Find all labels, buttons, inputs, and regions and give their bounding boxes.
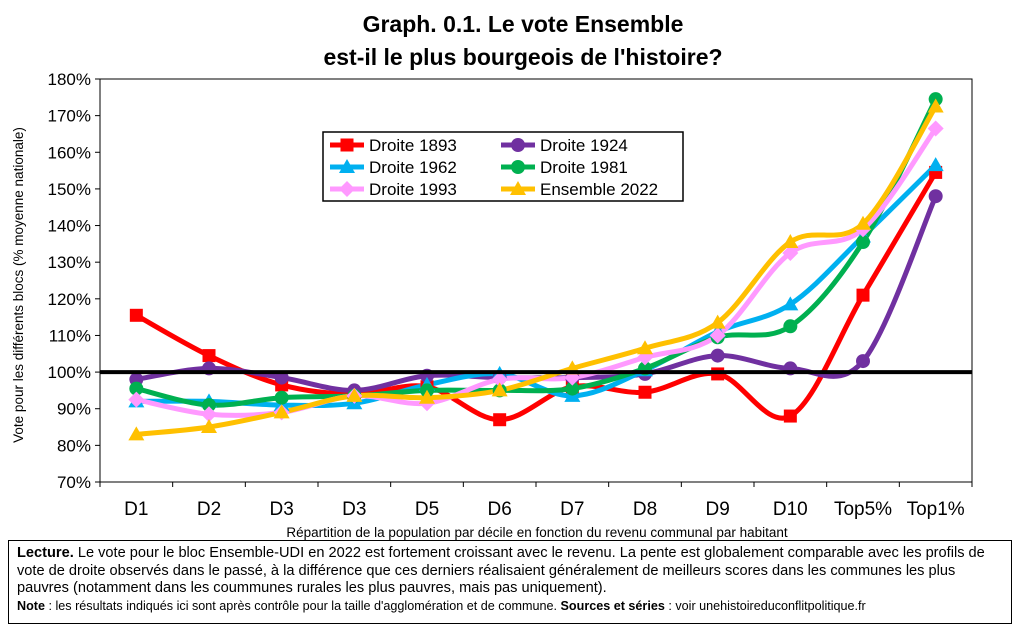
y-tick-label: 120%	[48, 290, 91, 309]
y-tick-label: 160%	[48, 143, 91, 162]
chart-title-line-2: est-il le plus bourgeois de l'histoire?	[323, 44, 722, 70]
x-tick-label: Top1%	[907, 499, 965, 520]
x-tick-label: D6	[488, 499, 512, 520]
legend: Droite 1893 Droite 1924 Droite 1962 Droite …	[322, 131, 684, 202]
note-paragraph: Note : les résultats indiqués ici sont a…	[17, 598, 1003, 616]
sources-text: : voir unehistoireduconflitpolitique.fr	[664, 598, 866, 613]
data-point-ensemble-2022	[419, 389, 435, 404]
data-point-droite-1893	[638, 385, 652, 399]
x-tick-label: D1	[124, 499, 148, 520]
data-point-ensemble-2022	[201, 419, 217, 434]
data-point-droite-1924	[856, 354, 870, 369]
data-point-droite-1981	[565, 381, 580, 396]
x-tick-label: D3	[342, 499, 366, 520]
data-point-droite-1893	[129, 308, 143, 322]
data-point-droite-1962	[927, 157, 944, 172]
y-tick-label: 110%	[49, 326, 91, 345]
note-text: : les résultats indiqués ici sont après …	[45, 598, 561, 613]
data-point-droite-1993	[201, 406, 217, 423]
data-point-droite-1981	[202, 398, 216, 413]
data-point-ensemble-2022	[782, 234, 799, 249]
data-point-droite-1993	[491, 371, 508, 388]
data-point-droite-1893	[856, 288, 870, 302]
y-tick-label: 140%	[48, 217, 91, 236]
y-tick-label: 180%	[48, 70, 91, 89]
data-point-droite-1993	[782, 245, 799, 262]
note-label: Note	[17, 598, 45, 613]
x-tick-label: Top5%	[834, 499, 892, 520]
data-point-ensemble-2022	[709, 314, 726, 329]
legend-swatch-marker	[339, 159, 355, 173]
y-tick-label: 150%	[48, 180, 91, 199]
legend-label: Droite 1962	[369, 158, 457, 177]
y-tick-label: 80%	[57, 436, 91, 455]
data-point-droite-1993	[128, 391, 145, 408]
x-tick-label: D3	[270, 499, 294, 520]
legend-label: Droite 1924	[540, 136, 628, 155]
data-point-droite-1893	[783, 409, 797, 423]
x-tick-label: D2	[197, 499, 221, 520]
data-point-ensemble-2022	[346, 387, 363, 402]
legend-swatch-marker	[510, 181, 526, 195]
lecture-text: Le vote pour le bloc Ensemble-UDI en 202…	[17, 545, 985, 597]
data-point-ensemble-2022	[273, 404, 290, 419]
data-point-droite-1924	[710, 348, 725, 363]
data-point-droite-1893	[493, 413, 507, 427]
x-axis-label: Répartition de la population par décile …	[286, 525, 788, 540]
data-point-droite-1962	[782, 296, 799, 311]
data-point-ensemble-2022	[491, 382, 508, 397]
data-point-ensemble-2022	[128, 426, 145, 441]
y-axis-label: Vote pour les différents blocs (% moyenn…	[11, 127, 26, 443]
legend-label: Ensemble 2022	[540, 180, 658, 199]
lecture-label: Lecture.	[17, 545, 74, 561]
data-point-ensemble-2022	[855, 215, 871, 230]
data-point-droite-1893	[202, 349, 216, 363]
data-point-droite-1981	[783, 319, 798, 334]
legend-swatch-marker	[339, 181, 355, 197]
data-point-ensemble-2022	[637, 340, 653, 355]
data-point-droite-1924	[928, 189, 943, 204]
reading-note: Lecture. Le vote pour le bloc Ensemble-U…	[8, 540, 1012, 624]
legend-swatch-marker	[511, 160, 525, 174]
x-tick-label: D10	[773, 499, 808, 520]
data-point-droite-1981	[856, 235, 870, 250]
legend-label: Droite 1893	[369, 136, 457, 155]
data-point-droite-1993	[709, 327, 726, 344]
plot-area: 70% 80% 90% 100% 110% 120% 130% 140% 150% 160% 170…	[48, 70, 973, 520]
y-tick-label: 70%	[57, 473, 91, 492]
x-tick-label: D7	[560, 499, 584, 520]
x-tick-label: D9	[706, 499, 730, 520]
x-tick-label: D8	[633, 499, 657, 520]
sources-label: Sources et séries	[560, 598, 665, 613]
x-tick-label: D5	[415, 499, 439, 520]
lecture-paragraph: Lecture. Le vote pour le bloc Ensemble-U…	[17, 545, 1003, 598]
data-point-droite-1981	[274, 390, 289, 405]
legend-label: Droite 1981	[540, 158, 628, 177]
series-line-droite-1924	[133, 193, 939, 393]
data-point-ensemble-2022	[927, 98, 944, 113]
chart-title-line-1: Graph. 0.1. Le vote Ensemble	[363, 11, 684, 37]
y-tick-label: 130%	[48, 253, 91, 272]
data-point-droite-1981	[129, 381, 144, 396]
legend-swatch-marker	[340, 138, 354, 152]
legend-label: Droite 1993	[369, 180, 457, 199]
legend-swatch-marker	[511, 138, 525, 152]
y-tick-label: 100%	[48, 363, 91, 382]
y-tick-label: 170%	[48, 107, 91, 126]
y-tick-label: 90%	[57, 400, 91, 419]
data-point-droite-1993	[927, 120, 944, 137]
